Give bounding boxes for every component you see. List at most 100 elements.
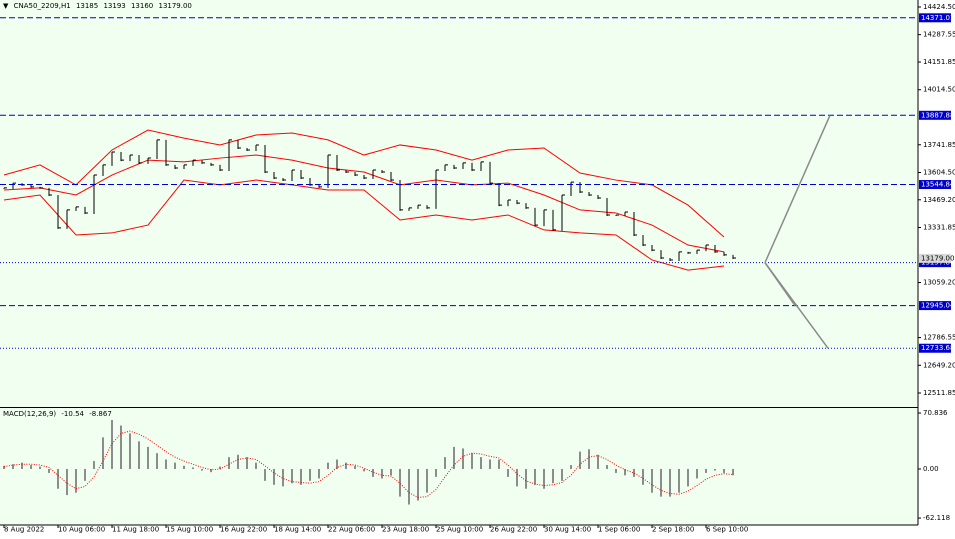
macd-bar: [318, 468, 320, 479]
close: 13179.00: [158, 2, 191, 10]
x-tick-label: 1 Sep 06:00: [598, 526, 640, 534]
header: ▼ CNA50_2209,H1 13185 13193 13160 13179.…: [3, 2, 192, 10]
macd-bar: [579, 451, 581, 469]
current-price-box: [919, 253, 951, 263]
level-label-box: [919, 301, 951, 311]
price-bar: [66, 209, 70, 229]
macd-bar: [642, 468, 644, 485]
price-bar: [291, 169, 295, 182]
macd-bar: [282, 468, 284, 487]
price-bar: [678, 251, 682, 261]
level-label-box: [919, 343, 951, 353]
macd-bar: [210, 468, 212, 473]
macd-bar: [507, 468, 509, 477]
y-tick-label: -62.118: [923, 514, 950, 522]
macd-bar: [651, 468, 653, 493]
macd-bar: [633, 468, 635, 477]
macd-bar: [111, 420, 113, 469]
price-bar: [597, 194, 601, 200]
y-tick-label: 13741.85: [923, 141, 955, 149]
macd-bar: [192, 467, 194, 469]
price-bar: [246, 147, 250, 151]
macd-bar: [444, 457, 446, 469]
price-bar: [489, 161, 493, 185]
macd-bar: [21, 462, 23, 469]
bollinger-band: [3, 179, 725, 271]
price-bar: [30, 184, 34, 188]
high: 13193: [103, 2, 125, 10]
macd-bar: [102, 437, 104, 469]
macd-bar: [138, 441, 140, 469]
price-bar: [498, 183, 502, 207]
macd-bar: [120, 425, 122, 469]
price-bar: [390, 171, 394, 182]
bollinger-band: [3, 154, 725, 253]
price-bar: [318, 184, 322, 188]
open: 13185: [76, 2, 98, 10]
x-tick-label: 15 Aug 10:00: [166, 526, 213, 534]
macd-bar: [39, 466, 41, 469]
price-bar: [480, 161, 484, 171]
macd-bar: [246, 457, 248, 469]
current-price-label: 13179.00: [921, 254, 954, 262]
price-bar: [579, 182, 583, 193]
menu-arrow: ▼: [3, 2, 9, 10]
macd-bar: [57, 468, 59, 489]
macd-bar: [705, 468, 707, 473]
macd-bar: [417, 468, 419, 501]
price-bar: [300, 169, 304, 180]
price-bar: [354, 171, 358, 177]
price-bar: [435, 169, 439, 209]
macd-bar: [723, 468, 725, 473]
price-bar: [408, 207, 412, 211]
macd-bar: [255, 462, 257, 469]
y-tick-label: 13059.20: [923, 279, 955, 287]
macd-bar: [732, 468, 734, 476]
macd-bar: [606, 465, 608, 469]
macd-bar: [309, 468, 311, 481]
price-bar: [39, 186, 43, 189]
macd-bar: [327, 462, 329, 469]
y-tick-label: 14287.55: [923, 31, 955, 39]
low: 13160: [131, 2, 153, 10]
price-bar: [363, 175, 367, 180]
macd-bar: [264, 468, 266, 481]
level-label: 14371.01: [921, 14, 954, 22]
macd-bar: [147, 446, 149, 469]
macd-bar: [534, 468, 536, 485]
macd-bar: [156, 453, 158, 469]
macd-header: MACD(12,26,9) -10.54 -8.867: [3, 410, 112, 418]
macd-bar: [696, 468, 698, 479]
macd-bar: [363, 468, 365, 472]
price-bar: [174, 164, 178, 169]
macd-bar: [516, 468, 518, 487]
y-tick-label: 13331.85: [923, 224, 955, 232]
level-label: 13887.88: [921, 111, 954, 119]
level-label: 13544.84: [921, 181, 955, 189]
price-bar: [453, 164, 457, 169]
macd-bar: [624, 468, 626, 476]
price-bar: [372, 169, 376, 180]
macd-bar: [480, 457, 482, 469]
y-tick-label: 12649.20: [923, 361, 955, 369]
price-bar: [687, 251, 691, 254]
price-bar: [183, 164, 187, 169]
price-bar: [156, 139, 160, 160]
price-bar: [615, 214, 619, 216]
price-bar: [642, 234, 646, 247]
symbol: CNA50_2209,H1: [14, 2, 71, 10]
price-bar: [624, 211, 628, 216]
price-bar: [471, 162, 475, 171]
price-bar: [111, 151, 115, 166]
y-tick-label: 0.00: [923, 465, 939, 473]
y-tick-label: 13604.50: [923, 168, 955, 176]
macd-bar: [174, 462, 176, 469]
macd-bar: [219, 466, 221, 469]
price-bar: [660, 250, 664, 259]
price-bar: [462, 162, 466, 169]
price-bar: [525, 203, 529, 209]
x-tick-label: 30 Aug 14:00: [544, 526, 591, 534]
price-bar: [561, 194, 565, 231]
price-bar: [534, 207, 538, 227]
